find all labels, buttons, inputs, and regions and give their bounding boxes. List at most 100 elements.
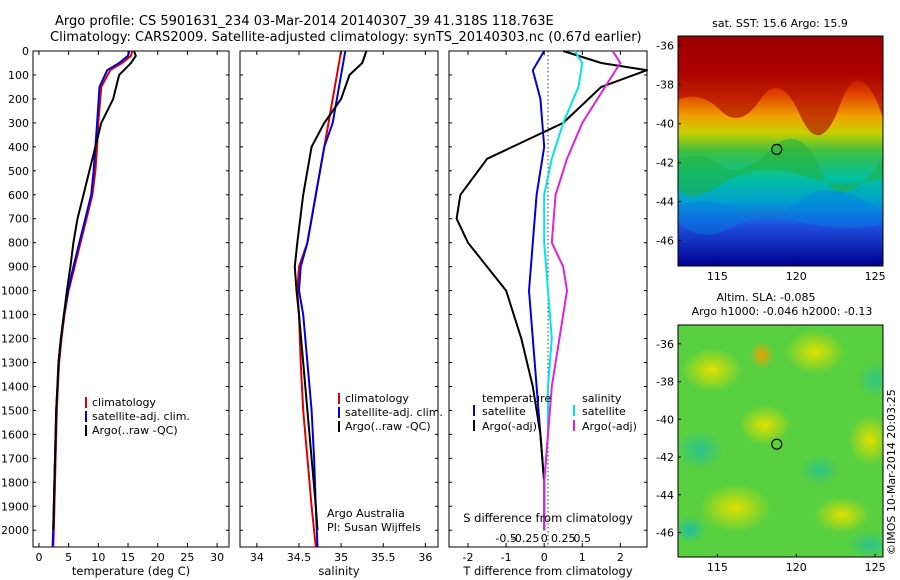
- series-line-climatology: [296, 50, 343, 548]
- title-line-1: Argo profile: CS 5901631_234 03-Mar-2014…: [55, 14, 554, 29]
- argo-location-marker: [771, 438, 783, 450]
- lat-tick-label: -42: [656, 451, 674, 464]
- depth-tick-label: 1300: [1, 356, 29, 369]
- temperature-legend: climatology satellite-adj. clim. Argo(..…: [85, 396, 190, 437]
- depth-tick-label: 300: [8, 117, 29, 130]
- lat-tick-label: -36: [656, 40, 674, 53]
- depth-tick-labels: 0 100 200 300 400 500 600 700 800 900 1000 1100 1200…: [1, 45, 29, 537]
- sla-map-title-line-2: Argo h1000: -0.046 h2000: -0.13: [692, 305, 873, 318]
- sla-heatmap: [678, 325, 883, 557]
- sla-lon-tick-labels: 115 120 125: [707, 561, 886, 574]
- s-difference-tick-labels: -0.5-0.25 0 0.250.5: [495, 532, 591, 545]
- legend-label-climatology: climatology: [345, 392, 409, 405]
- x-tick-label: 34.5: [287, 551, 312, 564]
- depth-tick-label: 1800: [1, 476, 29, 489]
- depth-tick-label: 1000: [1, 285, 29, 298]
- lon-tick-label: 120: [786, 270, 807, 283]
- depth-tick-label: 1100: [1, 309, 29, 322]
- temperature-tick-labels: 0 5 10 15 20 25 30: [35, 551, 224, 564]
- legend-label-climatology: climatology: [92, 396, 156, 409]
- x-tick-label: -2: [463, 551, 474, 564]
- x-tick-label: 34: [250, 551, 264, 564]
- sla-map-frame: [677, 324, 884, 558]
- x-tick-label: 1: [579, 551, 586, 564]
- depth-tick-label: 1700: [1, 452, 29, 465]
- sst-map-frame: [677, 35, 884, 267]
- x-tick-label: 2: [617, 551, 624, 564]
- series-line-salinity-argo-adj-: [543, 50, 622, 531]
- sst-lon-tick-labels: 115 120 125: [707, 270, 886, 283]
- legend-title-salinity: salinity: [582, 392, 622, 405]
- difference-legend-salinity: salinity satellite Argo(-adj): [573, 392, 637, 433]
- legend-title-temperature: temperature: [482, 392, 551, 405]
- depth-tick-label: 0: [22, 45, 29, 58]
- depth-tick-label: 1900: [1, 500, 29, 513]
- sst-map-title: sat. SST: 15.6 Argo: 15.9: [712, 17, 848, 30]
- x-tick-label: 10: [91, 551, 105, 564]
- legend-label-s-argo: Argo(-adj): [582, 420, 637, 433]
- sla-map-panel: Altim. SLA: -0.085 Argo h1000: -0.046 h2…: [656, 291, 898, 574]
- s-tick-label: 0.5: [574, 532, 592, 545]
- depth-tick-label: 1500: [1, 404, 29, 417]
- series-line-argo-raw-qc-: [52, 50, 137, 531]
- lat-tick-label: -44: [656, 196, 674, 209]
- legend-label-satellite: satellite-adj. clim.: [92, 410, 190, 423]
- sla-map-title-line-1: Altim. SLA: -0.085: [716, 291, 815, 304]
- x-tick-label: 0: [541, 551, 548, 564]
- series-line-salinity-satellite: [543, 50, 584, 531]
- x-tick-label: 36: [418, 551, 432, 564]
- sst-lat-tick-labels: -36 -38 -40 -42 -44 -46: [656, 40, 674, 248]
- lon-tick-label: 115: [707, 561, 728, 574]
- temperature-panel: 0100200300400500600700800900100011001200…: [1, 45, 230, 578]
- t-difference-xlabel: T difference from climatology: [462, 564, 633, 578]
- depth-tick-label: 600: [8, 189, 29, 202]
- x-tick-label: 35.5: [371, 551, 396, 564]
- legend-label-satellite: satellite-adj. clim.: [345, 406, 443, 419]
- sla-lat-tick-labels: -36 -38 -40 -42 -44 -46: [656, 338, 674, 540]
- salinity-axes-frame: [239, 50, 439, 548]
- depth-tick-label: 900: [8, 261, 29, 274]
- lat-tick-label: -40: [656, 413, 674, 426]
- difference-panel: -2 -1 0 1 2 -0.5-0.25 0 0.250.5 S difference f…: [448, 50, 648, 578]
- s-tick-label: -0.25: [511, 532, 539, 545]
- sst-map-panel: sat. SST: 15.6 Argo: 15.9 -36 -38 -40 -42 -4…: [656, 17, 886, 283]
- legend-label-t-satellite: satellite: [482, 405, 526, 418]
- depth-tick-label: 1200: [1, 333, 29, 346]
- lat-tick-label: -44: [656, 489, 674, 502]
- temperature-axes-frame: [32, 50, 230, 548]
- annotation-argo-australia: Argo Australia: [327, 507, 405, 520]
- lat-tick-label: -46: [656, 526, 674, 539]
- s-tick-label: -0.5: [495, 532, 516, 545]
- difference-legend-temperature: temperature satellite Argo(-adj): [473, 392, 551, 433]
- sst-heatmap: [678, 36, 883, 266]
- x-tick-label: -1: [501, 551, 512, 564]
- lat-tick-label: -42: [656, 157, 674, 170]
- lat-tick-label: -38: [656, 376, 674, 389]
- x-tick-label: 30: [210, 551, 224, 564]
- depth-tick-label: 2000: [1, 524, 29, 537]
- series-line-argo-raw-qc-: [293, 50, 368, 531]
- depth-tick-label: 700: [8, 213, 29, 226]
- x-tick-label: 35: [334, 551, 348, 564]
- salinity-legend: climatology satellite-adj. clim. Argo(..…: [338, 392, 443, 433]
- x-tick-label: 25: [180, 551, 194, 564]
- legend-label-s-satellite: satellite: [582, 405, 626, 418]
- imos-timestamp: ©IMOS 10-Mar-2014 20:03:25: [885, 389, 898, 555]
- depth-tick-label: 1600: [1, 428, 29, 441]
- lat-tick-label: -36: [656, 338, 674, 351]
- lat-tick-label: -40: [656, 118, 674, 131]
- lon-tick-label: 125: [865, 270, 886, 283]
- title-line-2: Climatology: CARS2009. Satellite-adjuste…: [50, 30, 642, 45]
- s-tick-label: 0.25: [551, 532, 576, 545]
- depth-tick-label: 500: [8, 165, 29, 178]
- temperature-series: [51, 50, 137, 548]
- difference-series: [455, 50, 648, 531]
- salinity-panel: 34 34.5 35 35.5 36 salinity climatology sate…: [239, 50, 443, 578]
- salinity-tick-labels: 34 34.5 35 35.5 36: [250, 551, 433, 564]
- lat-tick-label: -38: [656, 79, 674, 92]
- legend-label-argo: Argo(..raw -QC): [92, 424, 178, 437]
- depth-tick-label: 800: [8, 237, 29, 250]
- depth-tick-label: 100: [8, 69, 29, 82]
- s-tick-label: 0: [541, 532, 548, 545]
